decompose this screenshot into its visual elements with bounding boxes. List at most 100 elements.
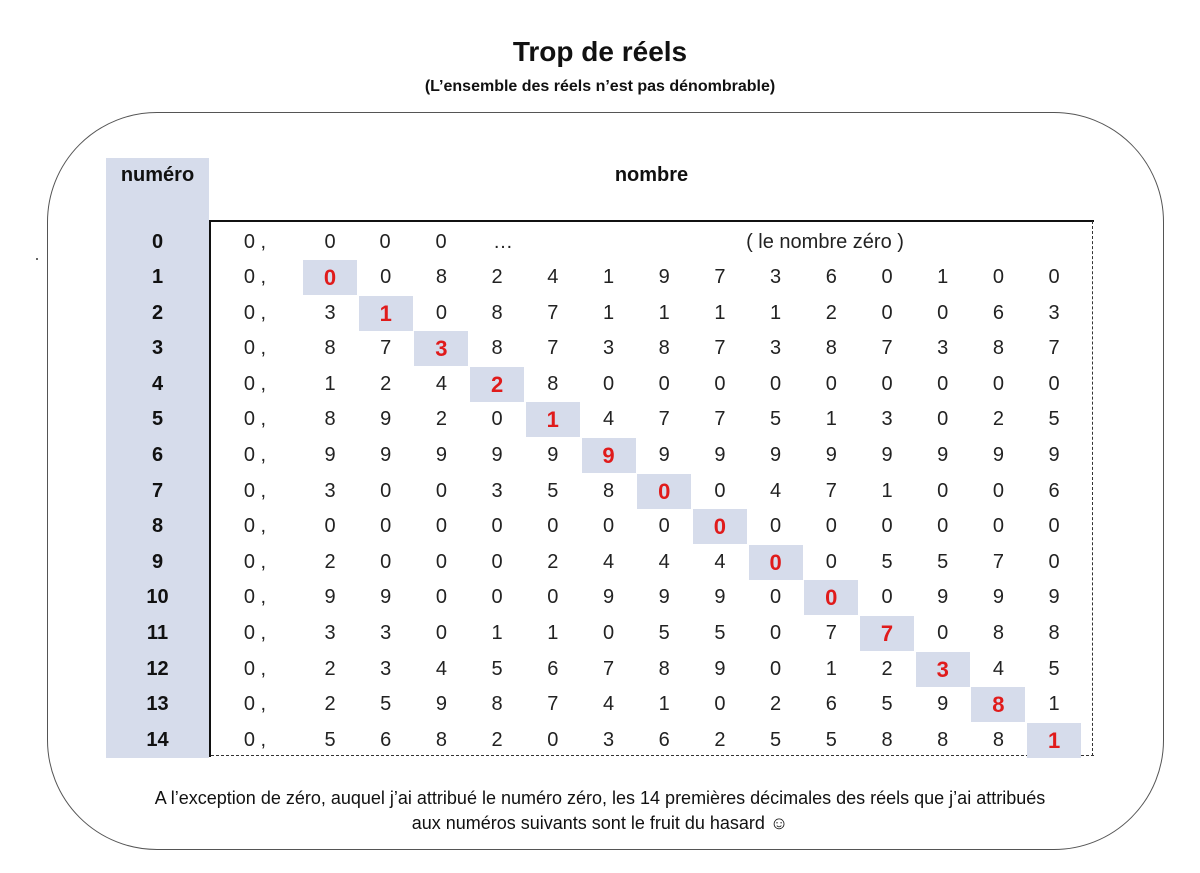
row-number: 13: [146, 693, 169, 716]
digit-cell: 6: [658, 728, 670, 751]
digit-cell: 8: [937, 728, 949, 751]
ellipsis: …: [493, 231, 513, 253]
digit-cell: 1: [714, 301, 726, 324]
digit-cell: 2: [825, 301, 837, 324]
digit-cell: 0: [937, 372, 949, 395]
diagonal-digit: 3: [414, 331, 469, 367]
digit-cell: 9: [770, 444, 782, 466]
digit-cell: 9: [658, 266, 670, 288]
row-number: 10: [146, 586, 169, 609]
digit-cell: 8: [1048, 622, 1060, 644]
table-top-rule: [209, 220, 1094, 222]
digit-cell: 5: [324, 728, 336, 751]
digit-cell: 0: [491, 586, 503, 609]
digit-cell: 0: [491, 515, 503, 538]
digit-cell: 9: [547, 444, 559, 466]
digit-cell: 9: [937, 586, 949, 609]
digit-cell: 6: [825, 693, 837, 716]
table-right-dashed-border: [1092, 221, 1093, 756]
digit-cell: 3: [324, 622, 336, 644]
digit-cell: 1: [547, 622, 559, 644]
digit-cell: 0: [714, 693, 726, 716]
digit-cell: 8: [547, 372, 559, 395]
digit-cell: 0: [770, 586, 782, 609]
digit-cell: 7: [602, 657, 615, 680]
digit-cell: 1: [770, 301, 782, 324]
row-number: 7: [151, 479, 164, 502]
digit-cell: 7: [825, 622, 837, 644]
digit-cell: 6: [547, 657, 559, 680]
digit-cell: 8: [324, 337, 336, 360]
digit-cell: 5: [770, 728, 782, 751]
digit-cell: 0: [881, 301, 893, 324]
digit-cell: 0: [937, 408, 949, 431]
row-number: 3: [151, 337, 164, 360]
table-row: 1 0 , 0 0 8 2 4 1 9 7 3 6 0 1 0 0: [0, 260, 1200, 295]
digit-cell: 7: [658, 408, 670, 431]
digit-cell: 5: [770, 408, 782, 431]
zero-prefix: 0 ,: [243, 550, 267, 573]
digit-cell: 0: [324, 231, 336, 253]
digit-cell: 0: [770, 372, 782, 395]
page-title: Trop de réels: [512, 36, 688, 67]
digit-cell: 0: [435, 586, 447, 609]
row-number: 6: [151, 444, 164, 466]
digit-cell: 1: [1048, 693, 1060, 716]
digit-cell: 9: [937, 693, 949, 716]
diagonal-digit: 2: [470, 366, 525, 402]
digit-cell: 9: [602, 586, 615, 609]
zero-prefix: 0 ,: [243, 408, 267, 431]
digit-cell: 1: [602, 266, 615, 288]
zero-prefix: 0 ,: [243, 266, 267, 288]
digit-cell: 9: [937, 444, 949, 466]
digit-cell: 3: [602, 728, 615, 751]
zero-prefix: 0 ,: [243, 586, 267, 609]
row-number: 14: [146, 728, 169, 751]
diagonal-digit: 8: [971, 687, 1026, 723]
zero-prefix: 0 ,: [243, 728, 267, 751]
diagonal-digit: 0: [303, 260, 357, 295]
digit-cell: 0: [1048, 372, 1060, 395]
digit-cell: 9: [380, 408, 392, 431]
digit-cell: 3: [324, 479, 336, 502]
digit-cell: 4: [714, 550, 726, 573]
zero-prefix: 0 ,: [243, 515, 267, 538]
digit-cell: 5: [380, 693, 392, 716]
digit-cell: 0: [379, 231, 391, 253]
digit-cell: 0: [992, 515, 1004, 538]
digit-cell: 3: [937, 337, 949, 360]
digit-cell: 4: [602, 550, 615, 573]
digit-cell: 5: [714, 622, 726, 644]
digit-cell: 2: [491, 728, 503, 751]
digit-cell: 9: [714, 586, 726, 609]
digit-cell: 2: [491, 266, 503, 288]
digit-cell: 9: [658, 586, 670, 609]
digit-cell: 0: [491, 550, 503, 573]
digit-cell: 0: [380, 266, 392, 288]
digit-cell: 7: [714, 266, 726, 288]
digit-cell: 7: [547, 337, 559, 360]
digit-cell: 9: [380, 444, 392, 466]
digit-cell: 2: [547, 550, 559, 573]
digit-cell: 0: [937, 301, 949, 324]
numero-column-band: [106, 158, 209, 758]
digit-cell: 0: [825, 515, 837, 538]
stray-dot: [36, 258, 38, 260]
digit-cell: 8: [881, 728, 893, 751]
digit-cell: 0: [770, 657, 782, 680]
zero-label: ( le nombre zéro ): [746, 231, 904, 253]
digit-cell: 3: [380, 657, 392, 680]
digit-cell: 0: [547, 586, 559, 609]
digit-cell: 3: [324, 301, 336, 324]
digit-cell: 0: [881, 586, 893, 609]
digit-cell: 3: [770, 337, 782, 360]
digit-cell: 7: [714, 408, 726, 431]
digit-cell: 0: [992, 479, 1004, 502]
digit-cell: 8: [491, 693, 503, 716]
digit-cell: 9: [658, 444, 670, 466]
